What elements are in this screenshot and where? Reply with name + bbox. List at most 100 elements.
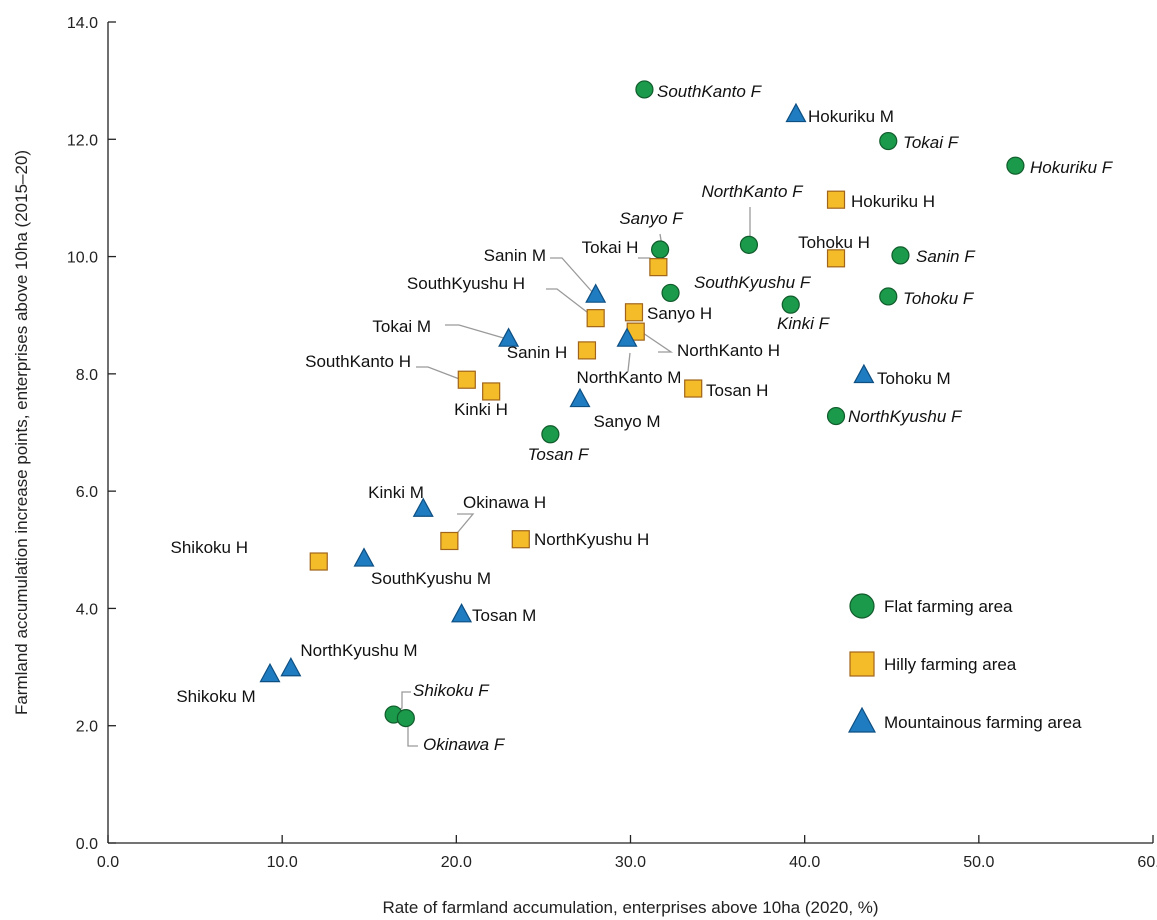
- data-point-circle: [781, 295, 800, 314]
- point-label: Sanyo M: [593, 412, 660, 431]
- data-point-square: [826, 190, 846, 209]
- legend-label: Hilly farming area: [884, 655, 1017, 674]
- point-label: Hokuriku M: [808, 107, 894, 126]
- point-label: Tosan M: [472, 606, 536, 625]
- data-point-circle: [661, 283, 680, 303]
- legend-label: Flat farming area: [884, 597, 1013, 616]
- leader-line: [639, 330, 674, 353]
- x-tick-label: 60.0: [1137, 854, 1157, 871]
- data-point-circle: [879, 287, 898, 306]
- point-label: Shikoku H: [171, 538, 248, 557]
- point-label: SouthKanto F: [657, 82, 763, 101]
- y-tick-label: 2.0: [76, 719, 98, 736]
- y-tick-label: 0.0: [76, 836, 98, 853]
- legend-marker-triangle: [847, 706, 877, 733]
- point-label: Tosan H: [706, 381, 768, 400]
- point-label: Hokuriku H: [851, 192, 935, 211]
- data-point-triangle: [451, 603, 473, 623]
- point-label: Kinki M: [368, 483, 424, 502]
- point-label: Tosan F: [528, 445, 590, 464]
- point-label: Okinawa H: [463, 493, 546, 512]
- data-point-triangle: [259, 662, 281, 683]
- point-label: Kinki F: [777, 314, 831, 333]
- data-point-triangle: [353, 547, 375, 567]
- legend-marker-circle: [849, 593, 875, 619]
- data-point-circle: [635, 80, 654, 99]
- point-label: Shikoku M: [176, 687, 255, 706]
- point-label: Tohoku H: [798, 233, 870, 252]
- point-label: Hokuriku F: [1030, 158, 1114, 177]
- data-point-square: [577, 341, 597, 360]
- data-point-circle: [1006, 156, 1025, 175]
- y-tick-label: 8.0: [76, 367, 98, 384]
- data-point-circle: [879, 131, 898, 151]
- data-point-triangle: [616, 327, 638, 347]
- data-point-triangle: [498, 327, 520, 347]
- point-label: Okinawa F: [423, 735, 506, 754]
- x-tick-label: 10.0: [267, 854, 298, 871]
- x-tick-label: 40.0: [789, 854, 820, 871]
- y-axis-title: Farmland accumulation increase points, e…: [12, 150, 31, 715]
- point-label: Sanyo F: [619, 209, 684, 228]
- point-label: Tohoku F: [903, 289, 975, 308]
- data-point-circle: [541, 425, 560, 444]
- data-point-triangle: [412, 497, 434, 517]
- x-axis-title: Rate of farmland accumulation, enterpris…: [382, 898, 878, 917]
- data-point-square: [440, 531, 459, 551]
- data-point-circle: [651, 240, 670, 259]
- data-point-square: [684, 379, 703, 398]
- point-label: SouthKyushu H: [407, 274, 525, 293]
- y-tick-label: 4.0: [76, 601, 98, 618]
- leader-line: [550, 257, 595, 295]
- y-tick-label: 12.0: [67, 132, 98, 149]
- point-label: Kinki H: [454, 400, 508, 419]
- data-point-circle: [826, 406, 846, 426]
- leader-line: [546, 288, 597, 320]
- point-label: Tohoku M: [877, 369, 951, 388]
- data-point-triangle: [569, 387, 591, 408]
- point-label: Sanyo H: [647, 304, 712, 323]
- point-label: NorthKanto H: [677, 341, 780, 360]
- data-point-square: [482, 382, 501, 401]
- point-label: NorthKyushu F: [848, 407, 963, 426]
- leader-line: [627, 352, 631, 372]
- point-label: NorthKyushu H: [534, 530, 649, 549]
- point-label: NorthKanto M: [577, 368, 682, 387]
- point-label: NorthKanto F: [701, 182, 804, 201]
- point-label: Sanin M: [484, 246, 546, 265]
- data-point-square: [457, 370, 476, 389]
- legend: Flat farming area Hilly farming area Mount…: [847, 593, 1082, 733]
- point-label: Sanin H: [507, 343, 567, 362]
- point-label: Tokai M: [372, 317, 431, 336]
- point-labels: SouthKanto F Tokai F Hokuriku F NorthKanto …: [171, 82, 1114, 754]
- data-point-triangle: [585, 283, 607, 303]
- legend-label: Mountainous farming area: [884, 713, 1082, 732]
- point-label: NorthKyushu M: [300, 641, 417, 660]
- data-point-square: [649, 258, 668, 277]
- data-point-square: [624, 303, 644, 322]
- data-point-square: [586, 309, 605, 328]
- data-point-square: [309, 552, 328, 571]
- data-point-circle: [891, 246, 910, 265]
- point-label: Shikoku F: [413, 681, 490, 700]
- leader-line: [445, 324, 508, 340]
- leader-line: [416, 366, 463, 381]
- x-tick-label: 0.0: [97, 854, 119, 871]
- x-tick-label: 30.0: [615, 854, 646, 871]
- point-label: Tokai H: [582, 238, 639, 257]
- data-point-square: [826, 249, 846, 268]
- data-points: [259, 80, 1025, 728]
- point-label: SouthKyushu M: [371, 569, 491, 588]
- x-tick-label: 50.0: [963, 854, 994, 871]
- y-tick-label: 6.0: [76, 484, 98, 501]
- point-label: Sanin F: [916, 247, 976, 266]
- data-point-triangle: [280, 656, 302, 677]
- leader-line: [452, 513, 475, 539]
- point-label: SouthKyushu F: [694, 273, 812, 292]
- point-label: SouthKanto H: [305, 352, 411, 371]
- axes: 0.0 2.0 4.0 6.0 8.0 10.0 12.0 14.0 0.0 10.0 20.0 30…: [67, 15, 1157, 871]
- point-label: Tokai F: [903, 133, 960, 152]
- data-point-square: [511, 530, 530, 549]
- data-point-triangle: [785, 102, 807, 123]
